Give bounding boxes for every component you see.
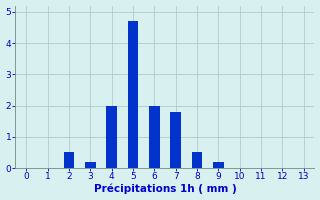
Bar [192,152,202,168]
Bar [85,162,96,168]
X-axis label: Précipitations 1h ( mm ): Précipitations 1h ( mm ) [93,184,236,194]
Bar [149,106,160,168]
Bar [106,106,117,168]
Bar [170,112,181,168]
Bar [213,162,224,168]
Bar [128,21,138,168]
Bar [64,152,74,168]
